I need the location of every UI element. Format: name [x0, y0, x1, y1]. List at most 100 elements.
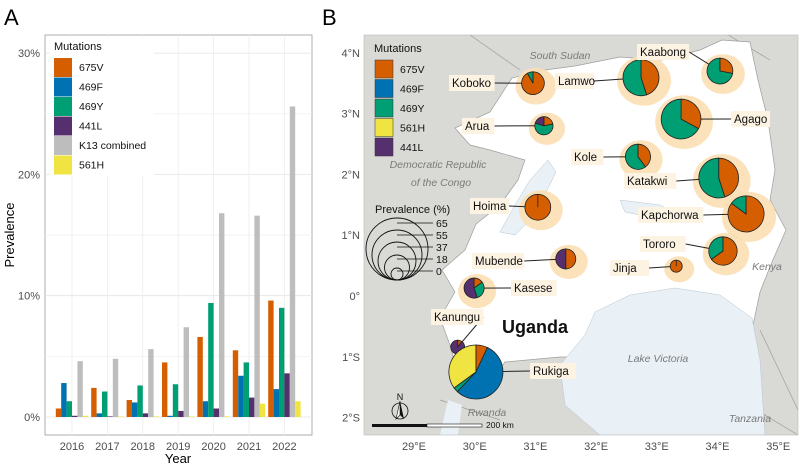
pie-mubende: [556, 249, 576, 269]
lat-tick-label: 0°: [349, 291, 360, 303]
bar-561h-2022: [295, 401, 300, 417]
legend-swatch: [54, 117, 72, 136]
map-legend-swatch: [375, 99, 393, 117]
y-tick-label: 20%: [18, 169, 40, 181]
map-legend-swatch: [375, 138, 393, 156]
panel-b-label: B: [322, 5, 337, 30]
bar-441l-2016: [72, 416, 77, 417]
map-legend-label: 561H: [400, 123, 425, 135]
bar-561h-2019: [189, 416, 194, 417]
map: [364, 30, 798, 435]
y-tick-label: 0%: [24, 412, 40, 424]
y-axis-ticks: 0% 10% 20% 30%: [18, 48, 40, 424]
pie-koboko: [522, 72, 545, 95]
size-legend-label: 65: [436, 218, 448, 230]
label-rwanda: Rwanda: [468, 407, 507, 419]
bar-k13-combined-2021: [254, 216, 259, 417]
bar-441l-2019: [178, 411, 183, 417]
x-tick-label: 2022: [272, 441, 296, 453]
legend-swatch: [54, 156, 72, 175]
bar-675v-2020: [197, 337, 202, 417]
district-label-lamwo: Lamwo: [555, 73, 595, 89]
map-legend-label: 441L: [400, 142, 424, 154]
bar-675v-2019: [162, 362, 167, 417]
pie-jinja: [670, 260, 682, 272]
map-legend-swatch: [375, 80, 393, 98]
bar-441l-2020: [214, 409, 219, 417]
district-label-katakwi: Katakwi: [624, 173, 676, 189]
x-axis-title: Year: [165, 451, 192, 466]
bar-561h-2017: [118, 416, 123, 417]
district-name: Tororo: [643, 239, 676, 251]
bar-k13-combined-2022: [290, 106, 295, 417]
size-legend-label: 18: [436, 254, 448, 266]
legend-title: Mutations: [54, 41, 102, 53]
district-name: Kanungu: [434, 312, 480, 324]
bar-k13-combined-2019: [184, 327, 189, 417]
district-name: Kapchorwa: [641, 210, 699, 222]
bar-675v-2017: [91, 388, 96, 417]
district-label-agago: Agago: [731, 111, 770, 127]
pie-lamwo: [623, 60, 659, 96]
y-tick-label: 30%: [18, 48, 40, 60]
size-legend-title: Prevalence (%): [375, 204, 450, 216]
map-legend-swatch: [375, 119, 393, 137]
pie-kole: [625, 144, 650, 169]
lon-tick-label: 30°E: [463, 441, 487, 453]
bar-441l-2017: [107, 416, 112, 417]
bar-469f-2020: [203, 401, 208, 417]
district-label-tororo: Tororo: [640, 236, 686, 252]
bar-441l-2021: [249, 398, 254, 417]
district-label-kapchorwa: Kapchorwa: [638, 207, 703, 223]
legend-swatch: [54, 58, 72, 77]
bar-469y-2021: [244, 362, 249, 417]
panel-a: A 0% 10% 20% 30% 2016 2017 2018 2019 202…: [2, 5, 312, 466]
y-axis-title: Prevalence: [2, 202, 17, 267]
lat-tick-label: 4°N: [342, 48, 361, 60]
district-label-kasese: Kasese: [511, 280, 557, 296]
x-tick-label: 2018: [131, 441, 155, 453]
bar-675v-2021: [233, 350, 238, 417]
lat-tick-label: 2°N: [342, 169, 361, 181]
legend-label: 469Y: [79, 101, 104, 113]
lat-tick-label: 2°S: [342, 413, 360, 425]
district-name: Jinja: [613, 263, 637, 275]
bar-441l-2022: [284, 373, 289, 417]
lon-tick-label: 31°E: [523, 441, 547, 453]
pie-kaabong: [707, 58, 733, 84]
bar-469f-2021: [238, 376, 243, 417]
x-tick-label: 2017: [95, 441, 119, 453]
latitude-ticks: 4°N 3°N 2°N 1°N 0° 1°S 2°S: [342, 48, 361, 425]
pie-rukiga: [449, 345, 503, 399]
pie-agago: [661, 99, 701, 139]
district-label-rukiga: Rukiga: [530, 363, 576, 379]
bar-675v-2018: [127, 400, 132, 417]
lon-tick-label: 34°E: [706, 441, 730, 453]
map-legend-title: Mutations: [374, 43, 422, 55]
bar-561h-2016: [83, 416, 88, 417]
legend-swatch: [54, 97, 72, 116]
label-drc-line1: Democratic Republic: [390, 159, 488, 171]
district-label-mubende: Mubende: [472, 253, 524, 269]
bar-469f-2017: [97, 413, 102, 417]
bar-441l-2018: [143, 413, 148, 417]
district-label-kanungu: Kanungu: [431, 309, 483, 325]
lat-tick-label: 3°N: [342, 109, 361, 121]
panel-a-label: A: [4, 5, 19, 30]
bar-k13-combined-2017: [113, 359, 118, 417]
bar-k13-combined-2018: [148, 349, 153, 417]
lon-tick-label: 29°E: [402, 441, 426, 453]
bar-469y-2020: [208, 303, 213, 417]
bar-469y-2017: [102, 392, 107, 417]
bar-469f-2019: [167, 416, 172, 417]
pie-arua: [535, 117, 553, 135]
label-south-sudan: South Sudan: [530, 50, 591, 62]
bar-675v-2022: [268, 301, 273, 417]
label-lake-victoria: Lake Victoria: [628, 353, 689, 365]
district-label-koboko: Koboko: [449, 75, 495, 91]
x-tick-label: 2016: [60, 441, 84, 453]
district-label-kole: Kole: [571, 149, 603, 165]
bar-469f-2022: [274, 389, 279, 417]
bar-469f-2016: [61, 383, 66, 417]
y-tick-label: 10%: [18, 291, 40, 303]
